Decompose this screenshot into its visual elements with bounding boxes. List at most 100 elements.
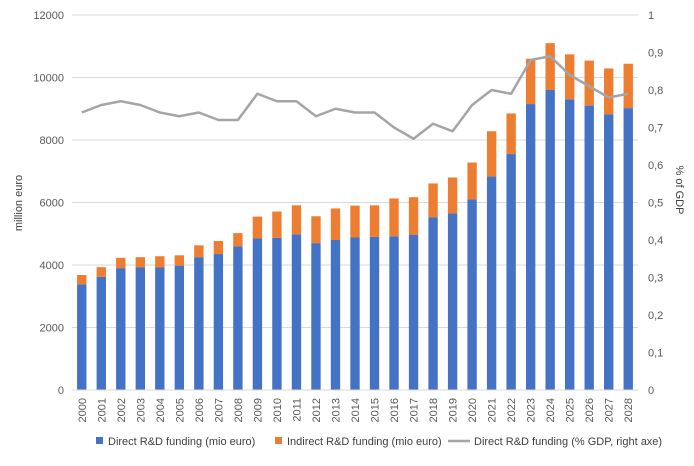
x-tick-label: 2010 — [272, 398, 284, 422]
x-tick-label: 2014 — [350, 398, 362, 422]
bar-direct — [272, 237, 282, 390]
bar-direct — [174, 265, 185, 390]
x-tick-label: 2001 — [96, 398, 108, 422]
y-tick-label: 0 — [58, 385, 64, 397]
bar-indirect — [311, 216, 321, 244]
bar-direct — [96, 276, 106, 390]
bar-indirect — [506, 113, 516, 155]
bar-direct — [155, 267, 165, 390]
bar-indirect — [116, 257, 126, 269]
bar-direct — [311, 243, 321, 390]
bar-indirect — [467, 162, 477, 200]
bar-direct — [447, 213, 458, 390]
y-tick-label: 4000 — [40, 260, 64, 272]
y2-tick-label: 0,8 — [648, 85, 663, 97]
legend-label: Direct R&D funding (mio euro) — [108, 436, 255, 448]
bar-indirect — [525, 58, 536, 105]
y-tick-label: 12000 — [33, 10, 64, 22]
bar-indirect — [389, 198, 399, 237]
bar-direct — [428, 217, 438, 390]
bar-indirect — [233, 233, 243, 247]
bar-indirect — [604, 68, 614, 115]
bar-indirect — [77, 275, 87, 285]
x-tick-label: 2024 — [545, 398, 557, 422]
x-tick-label: 2017 — [409, 398, 421, 422]
bar-direct — [506, 154, 516, 390]
bar-indirect — [194, 245, 204, 258]
bar-indirect — [174, 255, 185, 266]
y2-tick-label: 0,7 — [648, 123, 663, 135]
y2-tick-label: 0,9 — [648, 48, 663, 60]
bar-indirect — [486, 131, 497, 177]
y2-tick-label: 1 — [648, 10, 654, 22]
y2-tick-label: 0,6 — [648, 160, 663, 172]
axes: 02000400060008000100001200000,10,20,30,4… — [33, 10, 663, 422]
x-tick-label: 2012 — [311, 398, 323, 422]
bar-direct — [584, 105, 594, 390]
x-tick-label: 2022 — [506, 398, 518, 422]
bar-direct — [135, 267, 145, 390]
bar-direct — [408, 235, 419, 390]
bar-direct — [291, 234, 302, 390]
bar-direct — [252, 238, 263, 390]
x-tick-label: 2027 — [604, 398, 616, 422]
legend-label: Direct R&D funding (% GDP, right axe) — [474, 436, 662, 448]
x-tick-label: 2021 — [487, 398, 499, 422]
bar-indirect — [428, 183, 438, 218]
x-tick-label: 2011 — [291, 398, 303, 422]
bar-direct — [525, 104, 536, 390]
gdp-share-line — [81, 55, 629, 140]
bar-indirect — [408, 197, 419, 235]
bar-direct — [389, 236, 399, 390]
bar-indirect — [447, 177, 458, 214]
y2-tick-label: 0,5 — [648, 198, 663, 210]
bar-indirect — [350, 205, 360, 238]
bar-direct — [486, 176, 497, 390]
x-tick-label: 2000 — [77, 398, 89, 422]
bar-indirect — [155, 256, 165, 268]
x-tick-label: 2005 — [174, 398, 186, 422]
y2-tick-label: 0,3 — [648, 273, 663, 285]
x-tick-label: 2007 — [213, 398, 225, 422]
y-axis-title: million euro — [13, 175, 25, 231]
y-tick-label: 6000 — [40, 198, 64, 210]
y2-tick-label: 0,1 — [648, 348, 663, 360]
bar-direct — [623, 108, 633, 390]
bar-direct — [565, 99, 575, 390]
x-tick-label: 2023 — [526, 398, 538, 422]
bar-direct — [194, 257, 204, 390]
bar-indirect — [369, 205, 380, 237]
bar-indirect — [291, 205, 302, 235]
bar-direct — [369, 236, 380, 390]
x-tick-label: 2020 — [467, 398, 479, 422]
bar-direct — [545, 90, 555, 390]
y-tick-label: 8000 — [40, 135, 64, 147]
x-tick-label: 2009 — [252, 398, 264, 422]
x-tick-label: 2002 — [116, 398, 128, 422]
y2-tick-label: 0,2 — [648, 310, 663, 322]
bar-indirect — [565, 54, 575, 100]
x-tick-label: 2008 — [233, 398, 245, 422]
line-series — [81, 55, 629, 140]
bar-direct — [330, 240, 341, 390]
bar-indirect — [623, 63, 633, 109]
x-tick-label: 2026 — [584, 398, 596, 422]
y-tick-label: 2000 — [40, 323, 64, 335]
bar-indirect — [252, 216, 263, 239]
legend-label: Indirect R&D funding (mio euro) — [287, 436, 442, 448]
legend-swatch — [275, 437, 282, 444]
x-tick-label: 2004 — [155, 398, 167, 422]
bar-indirect — [272, 211, 282, 238]
bar-indirect — [330, 208, 341, 240]
x-tick-label: 2018 — [428, 398, 440, 422]
y2-tick-label: 0 — [648, 385, 654, 397]
x-tick-label: 2028 — [623, 398, 635, 422]
x-tick-label: 2025 — [565, 398, 577, 422]
bar-indirect — [96, 267, 106, 277]
bars — [77, 43, 633, 390]
x-tick-label: 2006 — [194, 398, 206, 422]
y-tick-label: 10000 — [33, 73, 64, 85]
bar-direct — [233, 246, 243, 390]
bar-indirect — [213, 240, 224, 255]
